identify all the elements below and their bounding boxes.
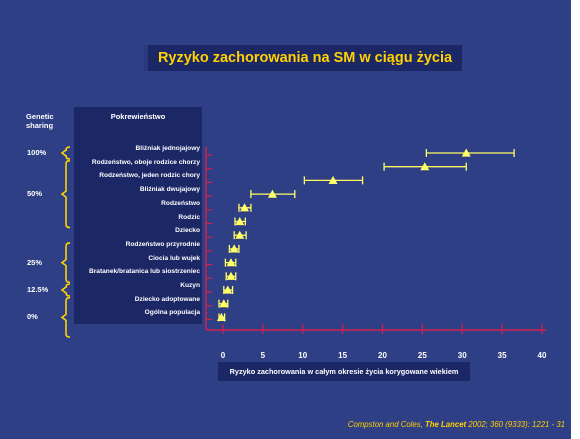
genetic-sharing-header-line2: sharing (26, 121, 54, 130)
data-point-marker (229, 244, 239, 253)
source-citation: Compston and Coles, The Lancet 2002; 360… (348, 420, 565, 429)
x-tick-label: 0 (221, 351, 226, 360)
relationship-label: Rodzeństwo przyrodnie (125, 240, 200, 248)
data-point-marker (461, 148, 471, 157)
relationship-label: Rodzic (178, 213, 200, 221)
x-tick-label: 30 (458, 351, 467, 360)
data-point-marker (240, 203, 250, 212)
x-tick-label: 15 (338, 351, 347, 360)
genetic-sharing-label: 100% (27, 148, 47, 157)
relationship-label: Bliźniak jednojajowy (135, 145, 201, 152)
genetic-sharing-header: Genetic sharing (26, 112, 54, 130)
genetic-sharing-bracket (60, 296, 71, 338)
data-point-marker (219, 299, 229, 308)
x-tick-label: 20 (378, 351, 387, 360)
genetic-sharing-bracket (60, 159, 71, 229)
data-point-marker (223, 285, 233, 294)
relationship-label: Rodzeństwo, oboje rodzice chorzy (91, 158, 200, 166)
x-tick-label: 5 (261, 351, 266, 360)
genetic-sharing-bracket (60, 146, 71, 160)
data-point-marker (235, 230, 245, 239)
chart-title: Ryzyko zachorowania na SM w ciągu życia (144, 45, 462, 71)
genetic-sharing-bracket (60, 242, 71, 284)
x-axis-label: Ryzyko zachorowania w całym okresie życi… (218, 362, 470, 381)
source-citation-detail: 2002; 360 (9333): 1221 - 31 (468, 420, 565, 429)
relationship-label: Dziecko (175, 227, 200, 235)
relationship-label: Ciocia lub wujek (148, 254, 200, 262)
data-point-marker (235, 217, 245, 226)
genetic-sharing-label: 25% (27, 257, 43, 267)
x-tick-label: 40 (538, 351, 547, 360)
data-point-marker (216, 312, 226, 321)
x-tick-label: 10 (298, 351, 307, 360)
relationship-label-panel (74, 107, 202, 324)
relationship-label: Kuzyn (180, 282, 200, 289)
source-authors: Compston and Coles, (347, 420, 423, 429)
relationship-label: Rodzeństwo (161, 199, 200, 207)
genetic-sharing-label: 50% (27, 189, 43, 199)
relationship-label: Dziecko adoptowane (134, 295, 200, 303)
x-tick-label: 25 (418, 351, 427, 360)
relationship-label: Bratanek/bratanica lub siostrzeniec (88, 268, 200, 276)
data-point-marker (420, 162, 430, 171)
data-point-marker (226, 258, 236, 267)
genetic-sharing-header-line1: Genetic (26, 112, 54, 121)
source-journal: The Lancet (424, 420, 467, 429)
data-point-marker (267, 189, 277, 198)
genetic-sharing-label: 12.5% (27, 285, 49, 294)
relationship-label: Rodzeństwo, jeden rodzic chory (99, 172, 200, 180)
genetic-sharing-bracket (60, 283, 71, 297)
relationship-label: Bliźniak dwujajowy (139, 186, 200, 194)
genetic-sharing-label: 0% (27, 312, 38, 322)
relationship-header: Pokrewieństwo (110, 112, 166, 121)
relationship-label: Ogólna populacja (144, 309, 200, 317)
x-tick-label: 35 (498, 351, 507, 360)
data-point-marker (226, 271, 236, 280)
data-point-marker (328, 175, 338, 184)
